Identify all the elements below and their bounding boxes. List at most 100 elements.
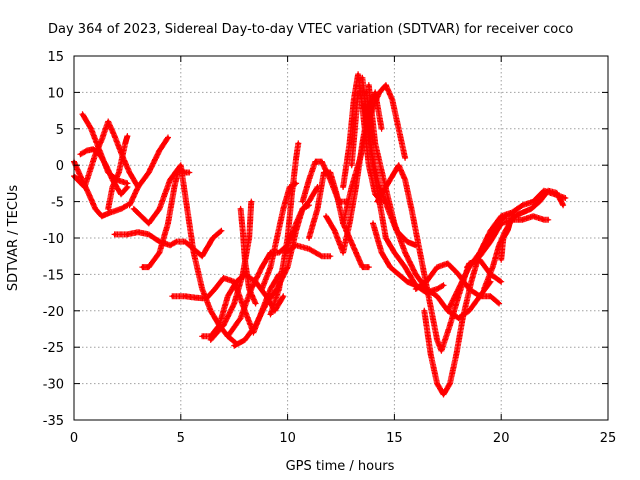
data-point (521, 211, 525, 214)
data-point (219, 229, 223, 233)
series-trace (374, 162, 505, 354)
data-point (546, 218, 550, 222)
series-arc-34 (498, 220, 513, 263)
data-point (414, 287, 418, 291)
data-point (469, 280, 473, 284)
data-point (457, 316, 460, 320)
data-point (348, 141, 351, 145)
data-point (384, 83, 388, 87)
data-point (93, 152, 97, 156)
data-point (427, 294, 431, 298)
data-point (226, 334, 230, 338)
data-point (290, 192, 294, 196)
data-point (241, 229, 245, 233)
y-tick-label: 0 (56, 159, 64, 174)
data-point (166, 221, 170, 225)
y-tick-label: -5 (51, 196, 64, 211)
data-point (397, 127, 401, 131)
data-point (405, 280, 409, 284)
series-arc-7 (126, 134, 171, 209)
data-point (194, 296, 198, 300)
data-point (286, 236, 290, 240)
data-point (521, 203, 525, 207)
data-point (316, 207, 319, 211)
data-point (320, 254, 324, 258)
data-point (512, 214, 516, 218)
data-point (128, 203, 131, 207)
data-point (384, 185, 388, 189)
data-point (316, 185, 319, 189)
data-point (204, 296, 208, 300)
data-point (269, 251, 272, 255)
data-point (185, 207, 189, 211)
data-point (521, 218, 525, 222)
x-tick-label: 0 (70, 431, 78, 446)
data-point (249, 287, 253, 291)
data-point (213, 287, 217, 291)
data-point (128, 171, 131, 174)
y-tick-label: -30 (43, 378, 64, 393)
x-tick-label: 25 (600, 431, 617, 446)
data-point (284, 251, 287, 255)
data-point (322, 171, 326, 174)
data-point (403, 178, 407, 182)
y-tick-label: 15 (47, 50, 64, 65)
data-point (125, 232, 129, 236)
data-point (307, 200, 311, 204)
data-layer (71, 71, 569, 398)
y-tick-label: -35 (43, 414, 64, 429)
data-point (497, 302, 501, 305)
series-trace (111, 227, 225, 260)
data-point (136, 230, 140, 234)
tick-layer: 0 5 10 15 20 25 -35 -30 -25 -20 -15 -10 -5 0 5 10 15 (43, 50, 617, 446)
data-point (377, 185, 381, 189)
data-point (405, 240, 409, 244)
data-point (113, 134, 117, 138)
data-point (429, 353, 433, 356)
data-point (491, 265, 495, 269)
data-point (168, 178, 172, 182)
data-point (275, 236, 279, 240)
series-arc-16 (259, 180, 300, 292)
data-point (157, 207, 161, 211)
data-point (294, 156, 298, 160)
data-point (222, 323, 225, 327)
data-point (87, 192, 91, 196)
x-tick-label: 20 (493, 431, 510, 446)
data-point (307, 203, 311, 207)
data-point (478, 294, 482, 298)
data-point (489, 240, 492, 244)
data-point (461, 316, 465, 320)
data-point (375, 200, 379, 204)
data-point (356, 90, 360, 94)
data-point (397, 163, 401, 167)
data-point (348, 236, 351, 240)
series-arc-17 (267, 140, 302, 318)
data-point (249, 200, 253, 204)
data-point (200, 254, 204, 258)
data-point (100, 214, 104, 218)
data-point (117, 171, 121, 174)
data-point (328, 254, 332, 258)
data-point (508, 221, 512, 225)
data-point (531, 214, 535, 218)
data-point (132, 207, 136, 211)
data-point (333, 229, 337, 233)
data-point (367, 265, 371, 269)
data-point (350, 185, 354, 189)
data-point (264, 294, 268, 298)
data-point (78, 152, 82, 156)
data-point (147, 265, 151, 269)
data-point (446, 262, 450, 265)
x-tick-label: 10 (279, 431, 296, 446)
series-arc-5 (105, 133, 131, 212)
data-point (239, 316, 243, 320)
data-point (371, 221, 375, 225)
data-point (380, 251, 384, 255)
data-point (354, 251, 358, 255)
data-point (301, 207, 305, 211)
data-point (125, 181, 129, 185)
data-point (424, 280, 428, 284)
series-arc-23 (340, 82, 409, 227)
y-tick-label: -20 (43, 305, 64, 320)
